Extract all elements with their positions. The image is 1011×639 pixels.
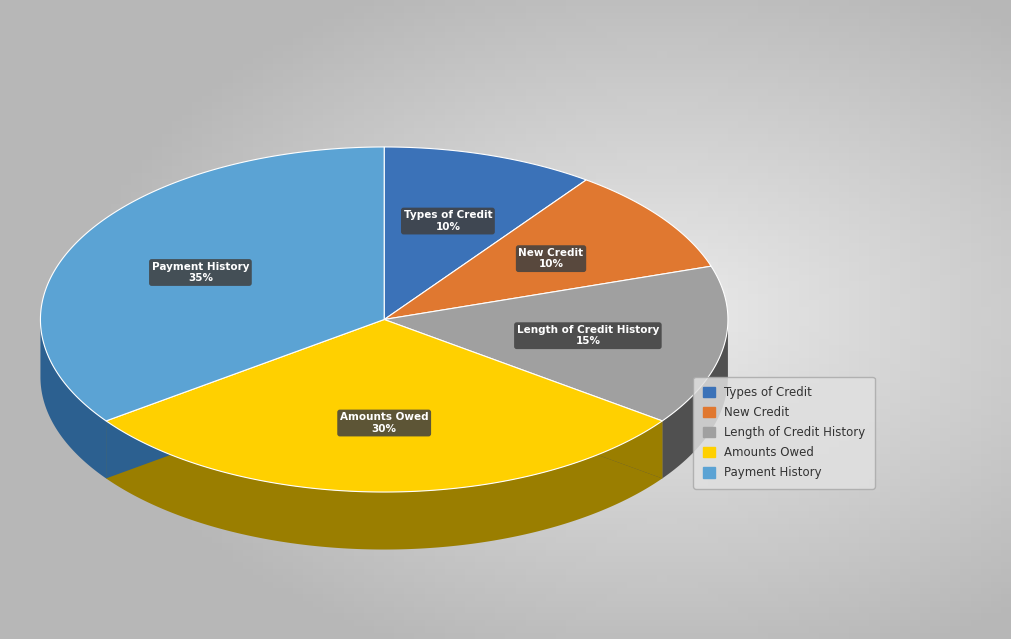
Polygon shape [662, 320, 728, 479]
Polygon shape [384, 320, 662, 479]
Polygon shape [40, 320, 106, 479]
Polygon shape [384, 266, 728, 421]
Polygon shape [106, 320, 384, 479]
Legend: Types of Credit, New Credit, Length of Credit History, Amounts Owed, Payment His: Types of Credit, New Credit, Length of C… [694, 376, 875, 489]
Polygon shape [106, 320, 384, 479]
Text: Types of Credit
10%: Types of Credit 10% [403, 210, 492, 232]
Text: Length of Credit History
15%: Length of Credit History 15% [517, 325, 659, 346]
Polygon shape [106, 421, 662, 550]
Polygon shape [40, 147, 384, 421]
Text: Payment History
35%: Payment History 35% [152, 262, 249, 283]
Polygon shape [106, 320, 662, 492]
Polygon shape [384, 320, 662, 479]
Polygon shape [384, 147, 586, 320]
Text: Amounts Owed
30%: Amounts Owed 30% [340, 412, 429, 434]
Text: New Credit
10%: New Credit 10% [519, 248, 583, 270]
Polygon shape [384, 180, 711, 320]
